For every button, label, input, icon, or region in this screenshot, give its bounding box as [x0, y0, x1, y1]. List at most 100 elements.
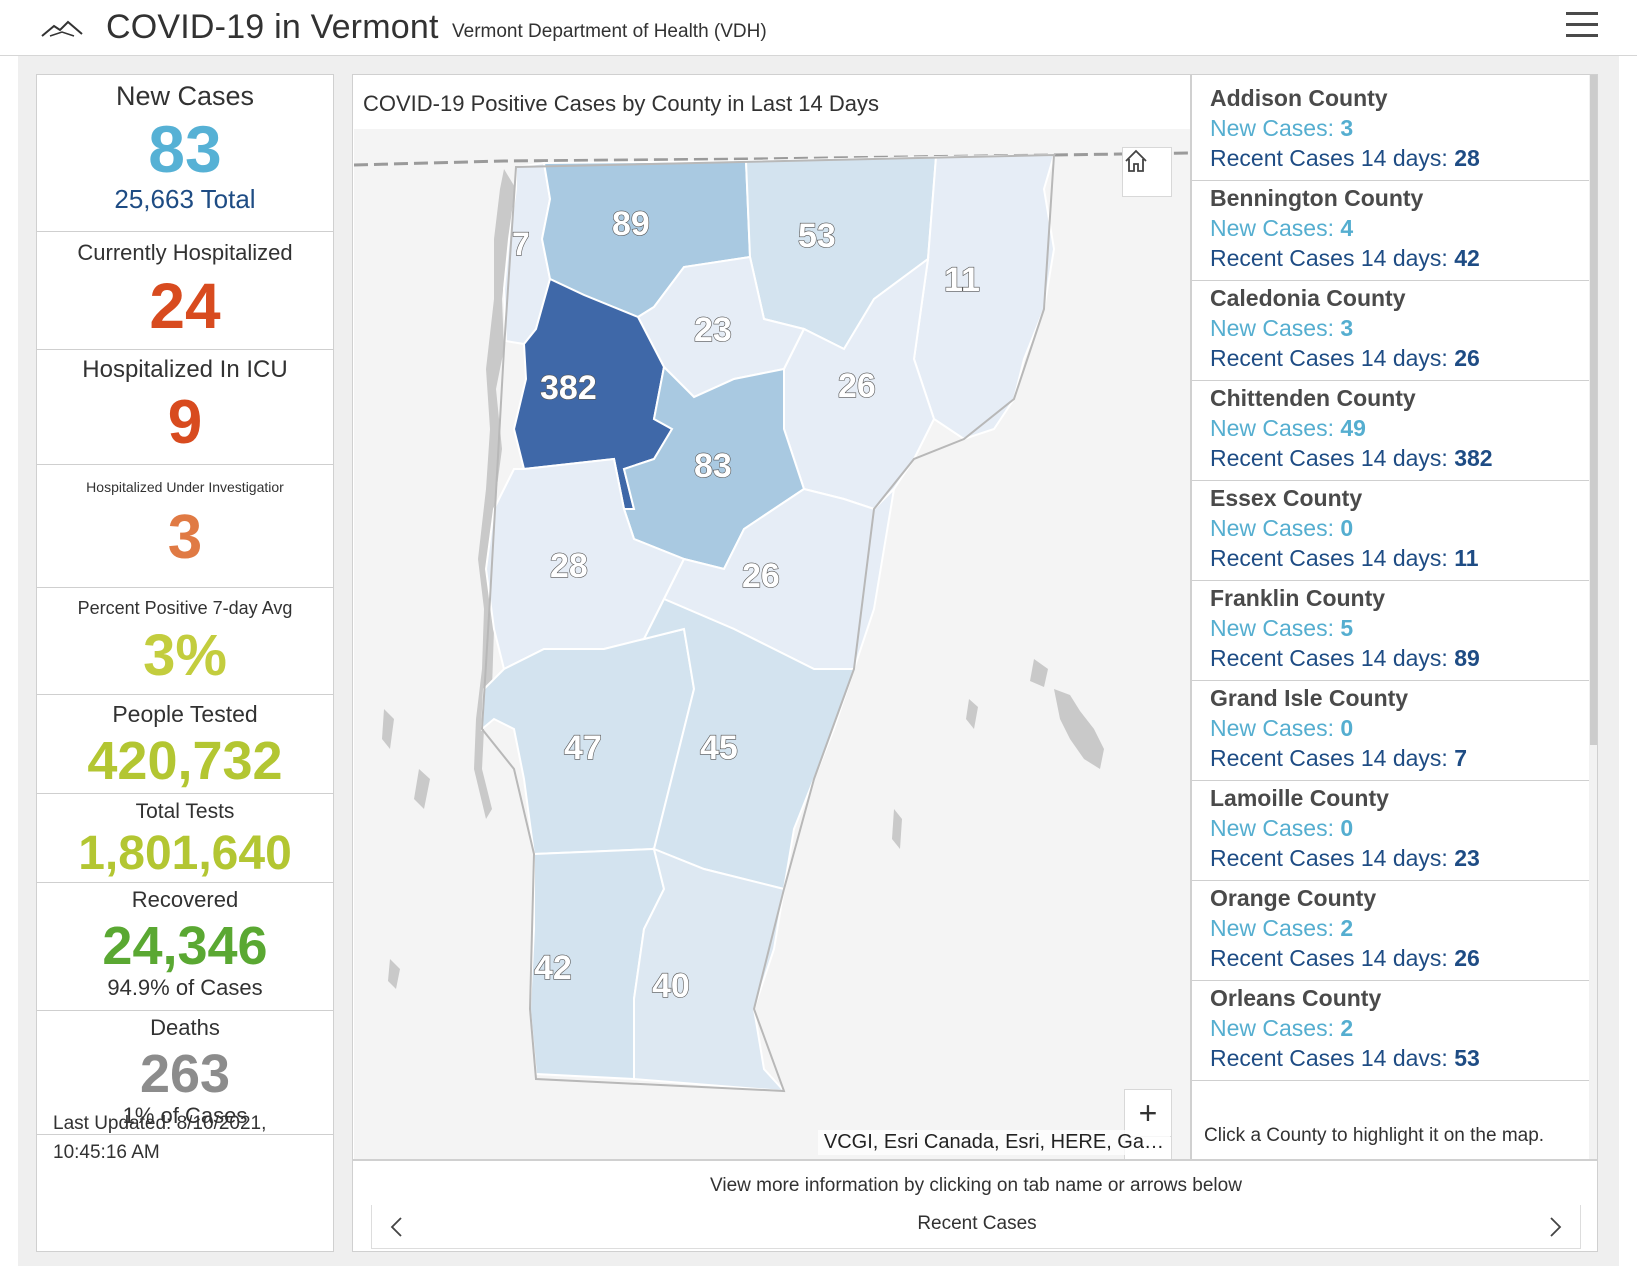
last-updated: Last Updated: 8/10/2021, 10:45:16 AM [53, 1109, 266, 1167]
county-recent-cases-value: 26 [1454, 345, 1480, 371]
county-list-item[interactable]: Essex County New Cases: 0 Recent Cases 14 … [1192, 475, 1590, 581]
new-cases-stat: New Cases 83 25,663 Total [37, 75, 333, 232]
tab-recent-cases[interactable]: Recent Cases [917, 1213, 1037, 1234]
county-new-cases-label: New Cases: [1210, 715, 1341, 741]
county-new-cases-value: 3 [1340, 115, 1354, 141]
county-label-essex: 11 [944, 261, 980, 299]
next-tab-button[interactable] [1544, 1213, 1568, 1241]
county-name: Franklin County [1210, 585, 1386, 611]
under-investigation-label: Hospitalized Under Investigatior [86, 479, 284, 495]
county-new-cases-value: 3 [1340, 315, 1354, 341]
new-cases-label: New Cases [115, 81, 255, 111]
county-label-franklin: 89 [612, 205, 650, 243]
hospitalized-stat: Currently Hospitalized 24 [37, 232, 333, 350]
county-recent-cases-label: Recent Cases 14 days: [1210, 245, 1455, 271]
lake-shape [1030, 659, 1048, 687]
county-list-item[interactable]: Lamoille County New Cases: 0 Recent Cases … [1192, 775, 1590, 881]
county-label-windsor: 45 [700, 729, 738, 767]
chevron-left-icon [390, 1217, 402, 1237]
county-recent-cases-value: 28 [1454, 145, 1480, 171]
stats-panel: New Cases 83 25,663 Total Currently Hosp… [36, 74, 334, 1252]
map-panel: COVID-19 Positive Cases by County in Las… [352, 74, 1191, 1160]
county-list-item[interactable]: Grand Isle County New Cases: 0 Recent Case… [1192, 675, 1590, 781]
lake-shape [966, 699, 978, 729]
lake-shape [1054, 689, 1104, 769]
deaths-label: Deaths [150, 1015, 220, 1040]
county-recent-cases: Recent Cases 14 days: 26 [1210, 943, 1590, 973]
county-new-cases-label: New Cases: [1210, 215, 1341, 241]
hamburger-menu-icon[interactable] [1566, 12, 1598, 40]
county-new-cases: New Cases: 4 [1210, 213, 1590, 243]
county-new-cases: New Cases: 0 [1210, 713, 1590, 743]
county-list-item[interactable]: Orange County New Cases: 2 Recent Cases 14… [1192, 875, 1590, 981]
county-list-item[interactable]: Addison County New Cases: 3 Recent Cases 1… [1192, 75, 1590, 181]
county-recent-cases: Recent Cases 14 davs: 53 [1210, 1043, 1590, 1073]
county-hint: Click a County to highlight it on the ma… [1204, 1125, 1588, 1147]
county-list-item[interactable]: Chittenden County New Cases: 49 Recent Cas… [1192, 375, 1590, 481]
total-tests-value: 1,801,640 [78, 827, 292, 880]
lake-shape [388, 959, 400, 989]
county-label-bennington: 42 [534, 949, 572, 987]
county-recent-cases-label: Recent Cases 14 days: [1210, 845, 1455, 871]
map-title: COVID-19 Positive Cases by County in Las… [363, 91, 880, 116]
county-recent-cases-label: Recent Cases 14 days: [1210, 445, 1455, 471]
county-recent-cases-value: 382 [1454, 445, 1493, 471]
county-recent-cases: Recent Cases 14 days: 89 [1210, 643, 1590, 673]
lake-shape [414, 769, 430, 809]
county-list-panel[interactable]: Addison County New Cases: 3 Recent Cases 1… [1191, 74, 1598, 1160]
county-list-item[interactable]: Caledonia County New Cases: 3 Recent Cases… [1192, 275, 1590, 381]
previous-tab-button[interactable] [384, 1213, 408, 1241]
county-list-item[interactable]: Bennington County New Cases: 4 Recent Case… [1192, 175, 1590, 281]
county-new-cases-label: New Cases: [1210, 115, 1341, 141]
county-recent-cases: Recent Cases 14 days: 382 [1210, 443, 1590, 473]
county-new-cases-label: New Cases: [1210, 815, 1341, 841]
county-recent-cases-value: 26 [1454, 945, 1480, 971]
county-new-cases-label: New Cases: [1210, 315, 1341, 341]
county-name: Addison County [1210, 85, 1388, 111]
county-name: Grand Isle County [1210, 685, 1409, 711]
county-name: Bennington County [1210, 185, 1424, 211]
percent-positive-stat: Percent Positive 7-day Avg 3% [37, 588, 333, 695]
county-new-cases-value: 0 [1340, 715, 1354, 741]
new-cases-value: 83 [148, 112, 222, 186]
map-attribution: VCGI, Esri Canada, Esri, HERE, Ga… [817, 1130, 1170, 1155]
county-recent-cases-label: Recent Cases 14 days: [1210, 945, 1455, 971]
county-recent-cases-value: 42 [1454, 245, 1480, 271]
chevron-right-icon [1550, 1217, 1562, 1237]
county-new-cases: New Cases: 2 [1210, 913, 1590, 943]
county-label-caledonia: 26 [838, 367, 876, 405]
percent-positive-label: Percent Positive 7-day Avg [77, 598, 293, 618]
county-new-cases: New Cases: 2 [1210, 1013, 1590, 1043]
county-new-cases-label: New Cases: [1210, 615, 1341, 641]
recovered-value: 24,346 [102, 916, 268, 976]
county-recent-cases-label: Recent Cases 14 davs: [1210, 1045, 1455, 1071]
bottom-info-text: View more information by clicking on tab… [710, 1175, 1242, 1196]
icu-value: 9 [167, 388, 203, 457]
county-name: Chittenden County [1210, 385, 1416, 411]
county-name: Caledonia County [1210, 285, 1406, 311]
county-new-cases-value: 2 [1340, 915, 1354, 941]
county-new-cases: New Cases: 3 [1210, 313, 1590, 343]
people-tested-value: 420,732 [87, 731, 283, 791]
home-button[interactable] [1122, 147, 1172, 197]
scrollbar-thumb[interactable] [1590, 75, 1597, 745]
county-recent-cases: Recent Cases 14 days: 11 [1210, 543, 1590, 573]
app-subtitle: Vermont Department of Health (VDH) [452, 21, 767, 42]
home-icon [1125, 149, 1147, 172]
county-shape-windham[interactable] [633, 847, 787, 1093]
vermont-map[interactable]: 7 89 53 11 23 382 26 83 28 26 47 45 42 4… [354, 129, 1190, 1159]
county-label-washington: 83 [694, 447, 732, 485]
county-list-item[interactable]: Franklin County New Cases: 5 Recent Cases … [1192, 575, 1590, 681]
county-shape-windsor[interactable] [642, 597, 856, 891]
county-label-windham: 40 [652, 967, 690, 1005]
county-new-cases-value: 0 [1340, 815, 1354, 841]
county-recent-cases-label: Recent Cases 14 days: [1210, 145, 1455, 171]
county-list-item[interactable]: Orleans County New Cases: 2 Recent Cases 1… [1192, 975, 1590, 1081]
county-map[interactable]: 7 89 53 11 23 382 26 83 28 26 47 45 42 4… [354, 129, 1190, 1159]
county-new-cases-label: New Cases: [1210, 915, 1341, 941]
county-new-cases-label: New Cases: [1210, 515, 1341, 541]
under-investigation-stat: Hospitalized Under Investigatior 3 [37, 465, 333, 588]
county-label-rutland: 47 [564, 729, 602, 767]
county-recent-cases: Recent Cases 14 days: 42 [1210, 243, 1590, 273]
county-new-cases-label: New Cases: [1210, 1015, 1341, 1041]
